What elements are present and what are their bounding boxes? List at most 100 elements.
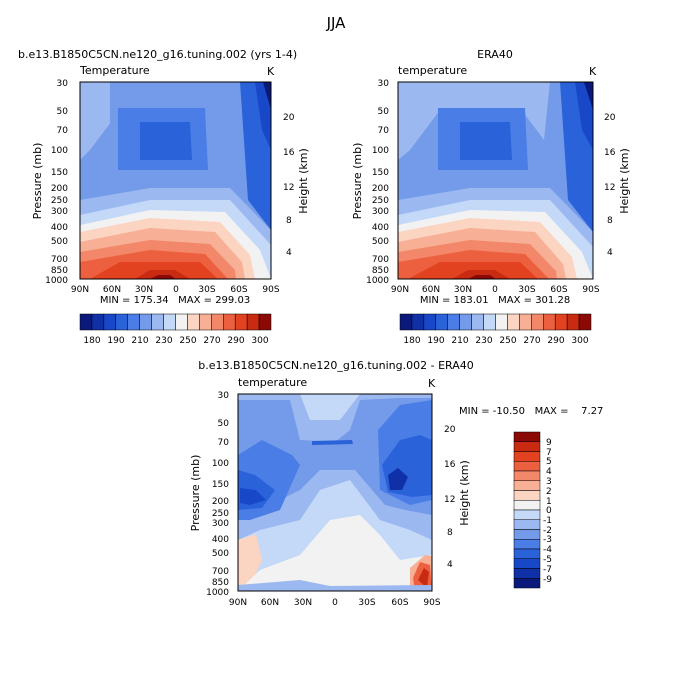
- colorbar-swatch: [199, 313, 212, 331]
- panel-diff-xticks: 90N 60N 30N 0 30S 60S 90S: [229, 598, 441, 608]
- band-core-inner: [460, 122, 512, 160]
- colorbar-swatch: [223, 313, 236, 331]
- colorbar-swatch: [531, 313, 544, 331]
- colorbar-label: 270: [203, 336, 220, 346]
- colorbar-label: -5: [543, 555, 552, 565]
- ytick-label: 700: [372, 255, 389, 265]
- colorbar-label: 300: [251, 336, 268, 346]
- y2tick-label: 20: [444, 425, 456, 435]
- colorbar-swatch: [79, 313, 93, 331]
- colorbar-swatch: [139, 313, 152, 331]
- y2tick-label: 16: [604, 148, 616, 158]
- xtick-label: 30N: [135, 285, 153, 295]
- colorbar-label: -9: [543, 575, 552, 585]
- colorbar-swatch: [513, 441, 541, 452]
- ytick-label: 250: [51, 196, 68, 206]
- colorbar-label: 5: [546, 457, 552, 467]
- xtick-label: 90N: [391, 285, 409, 295]
- colorbar-swatch: [471, 313, 484, 331]
- y2tick-label: 12: [283, 183, 294, 193]
- panel-diff-title: b.e13.B1850C5CN.ne120_g16.tuning.002 - E…: [198, 359, 473, 372]
- panel-model-stats: MIN = 175.34 MAX = 299.03: [100, 295, 250, 306]
- ytick-label: 100: [51, 146, 68, 156]
- colorbar-label: 180: [403, 336, 420, 346]
- panel-obs-y2label: Height (km): [618, 148, 631, 214]
- ytick-label: 150: [212, 480, 229, 490]
- y2tick-label: 4: [607, 248, 613, 258]
- colorbar-label: -4: [543, 545, 552, 555]
- panel-diff-frame: [237, 393, 433, 592]
- figure-title: JJA: [326, 14, 347, 32]
- xtick-label: 60S: [230, 285, 247, 295]
- colorbar-swatch: [411, 313, 425, 331]
- ytick-label: 30: [218, 391, 230, 401]
- panel-obs-left-label: temperature: [398, 64, 467, 77]
- xtick-label: 60N: [422, 285, 440, 295]
- colorbar-swatch: [447, 313, 460, 331]
- panel-diff-y2label: Height (km): [458, 460, 471, 526]
- colorbar-label: 4: [546, 467, 552, 477]
- y2tick-label: 4: [286, 248, 292, 258]
- ytick-label: 1000: [366, 276, 389, 286]
- colorbar-swatch: [554, 313, 568, 331]
- ytick-label: 300: [372, 207, 389, 217]
- colorbar-swatch: [495, 313, 508, 331]
- band-pos-right-3: [418, 568, 429, 588]
- y2tick-label: 4: [447, 560, 453, 570]
- ytick-label: 100: [372, 146, 389, 156]
- colorbar-swatch: [513, 509, 541, 520]
- y2tick-label: 20: [604, 113, 616, 123]
- colorbar-swatch: [513, 558, 541, 569]
- band-darkest-red: [468, 275, 496, 279]
- xtick-label: 90S: [582, 285, 599, 295]
- colorbar-swatch: [91, 313, 105, 331]
- ytick-label: 70: [378, 126, 390, 136]
- colorbar-label: 190: [107, 336, 124, 346]
- colorbar-swatch: [578, 313, 592, 331]
- y2tick-label: 12: [444, 495, 455, 505]
- colorbar-swatch: [483, 313, 496, 331]
- band-right-dark: [255, 82, 271, 150]
- band-right-darkest: [263, 82, 271, 110]
- panel-obs-right-label: K: [589, 65, 597, 78]
- colorbar-label: 190: [427, 336, 444, 346]
- colorbar-swatch: [513, 480, 541, 491]
- colorbar-label: -2: [543, 526, 552, 536]
- xtick-label: 0: [492, 285, 498, 295]
- xtick-label: 60N: [103, 285, 121, 295]
- ytick-label: 50: [218, 419, 230, 429]
- panel-model-ylabel: Pressure (mb): [31, 143, 44, 220]
- colorbar-label: -1: [543, 516, 552, 526]
- panel-diff-colorbar: 9 7 5 4 3 2 1 0 -1 -2 -3 -4 -5 -7 -9: [513, 431, 552, 589]
- band-darkest-red: [150, 275, 176, 279]
- colorbar-swatch: [513, 461, 541, 472]
- colorbar-label: -7: [543, 565, 552, 575]
- colorbar-label: 210: [131, 336, 148, 346]
- ytick-label: 150: [372, 168, 389, 178]
- panel-diff-y2ticks: 20 16 12 8 4: [444, 425, 456, 570]
- ytick-label: 50: [378, 107, 390, 117]
- xtick-label: 90N: [229, 598, 247, 608]
- colorbar-swatch: [513, 500, 541, 511]
- colorbar-label: 270: [523, 336, 540, 346]
- colorbar-label: 2: [546, 487, 552, 497]
- ytick-label: 700: [212, 567, 229, 577]
- panel-model-right-label: K: [267, 65, 275, 78]
- xtick-label: 30N: [294, 598, 312, 608]
- colorbar-swatch: [435, 313, 448, 331]
- panel-diff-stats: MIN = -10.50 MAX = 7.27: [459, 406, 603, 417]
- ytick-label: 850: [372, 266, 389, 276]
- band-core-inner: [140, 122, 192, 160]
- ytick-label: 50: [57, 107, 69, 117]
- ytick-label: 200: [212, 497, 229, 507]
- colorbar-swatch: [507, 313, 520, 331]
- colorbar-swatch: [423, 313, 437, 331]
- ytick-label: 200: [51, 184, 68, 194]
- ytick-label: 30: [57, 79, 69, 89]
- y2tick-label: 8: [607, 216, 613, 226]
- ytick-label: 500: [212, 549, 229, 559]
- colorbar-label: 290: [227, 336, 244, 346]
- band-neg-5-left: [240, 488, 266, 505]
- panel-diff: b.e13.B1850C5CN.ne120_g16.tuning.002 - E…: [189, 359, 603, 608]
